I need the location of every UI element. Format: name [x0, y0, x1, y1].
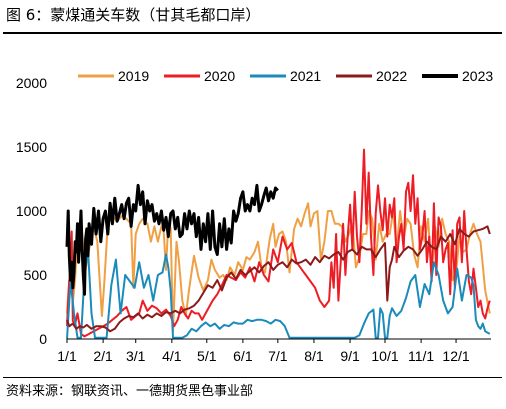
x-tick-label: 5/1 — [197, 348, 217, 364]
series-line-2023 — [65, 183, 279, 296]
series-line-2021 — [66, 248, 491, 340]
series-line-2022 — [66, 225, 491, 333]
legend-label-2023: 2023 — [462, 68, 493, 84]
y-axis-ticks: 0 500 1000 1500 2000 — [16, 75, 47, 347]
x-tick-label: 4/1 — [162, 348, 182, 364]
x-tick-label: 12/1 — [442, 348, 469, 364]
x-tick-label: 6/1 — [233, 348, 253, 364]
x-tick-label: 11/1 — [408, 348, 434, 364]
y-tick-label: 2000 — [16, 75, 47, 91]
x-tick-label: 2/1 — [93, 348, 113, 364]
legend-item-2022: 2022 — [336, 68, 407, 84]
legend-item-2021: 2021 — [250, 68, 321, 84]
legend-item-2020: 2020 — [164, 68, 235, 84]
x-tick-label: 10/1 — [371, 348, 398, 364]
x-tick-label: 8/1 — [304, 348, 324, 364]
x-tick-label: 1/1 — [57, 348, 77, 364]
x-tick-label: 7/1 — [268, 348, 288, 364]
legend-item-2023: 2023 — [422, 68, 493, 84]
legend-label-2019: 2019 — [118, 68, 149, 84]
legend-label-2022: 2022 — [376, 68, 407, 84]
series-line-2019 — [66, 202, 491, 333]
title-rule — [3, 32, 502, 34]
y-tick-label: 0 — [39, 331, 47, 347]
x-tick-label: 9/1 — [340, 348, 360, 364]
legend-item-2019: 2019 — [78, 68, 149, 84]
y-tick-label: 1000 — [16, 203, 47, 219]
y-tick-label: 1500 — [16, 139, 47, 155]
x-tick-label: 3/1 — [126, 348, 146, 364]
source-rule — [3, 377, 502, 378]
legend: 2019 2020 2021 2022 2023 — [78, 68, 493, 84]
legend-label-2021: 2021 — [290, 68, 321, 84]
x-axis-ticks: 1/1 2/1 3/1 4/1 5/1 6/1 7/1 8/1 9/1 10/1 11/1 12/1 — [57, 339, 470, 364]
source-note: 资料来源：钢联资讯、一德期货黑色事业部 — [6, 384, 254, 399]
y-tick-label: 500 — [24, 267, 48, 283]
series-line-2020 — [66, 148, 491, 338]
legend-label-2020: 2020 — [204, 68, 235, 84]
figure-title: 图 6：蒙煤通关车数（甘其毛都口岸） — [6, 6, 261, 24]
series-layer — [65, 148, 491, 340]
